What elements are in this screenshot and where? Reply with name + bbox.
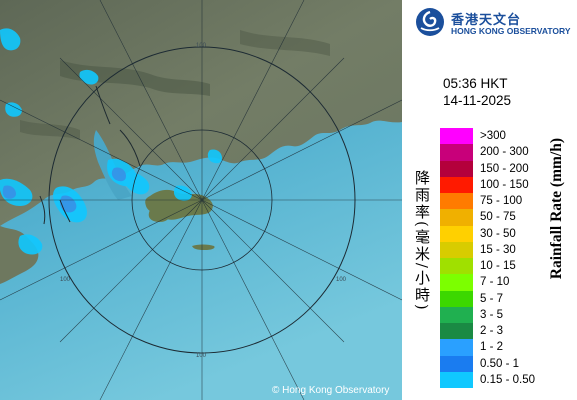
legend-row: 30 - 50 bbox=[440, 225, 516, 242]
ring-label-east: 100 bbox=[336, 277, 347, 283]
coastline bbox=[39, 85, 141, 225]
outlying-island bbox=[192, 244, 215, 250]
legend-swatch bbox=[440, 241, 473, 258]
legend-label: 15 - 30 bbox=[480, 243, 516, 256]
legend-swatch bbox=[440, 274, 473, 291]
legend-row: >300 bbox=[440, 128, 510, 145]
legend-swatch bbox=[440, 323, 473, 340]
legend-label: 150 - 200 bbox=[480, 162, 529, 175]
logo-chinese-name: 香港天文台 bbox=[451, 13, 522, 28]
legend-swatch bbox=[440, 339, 473, 356]
legend-panel: 香港天文台 HONG KONG OBSERVATORY 05:36 HKT 14… bbox=[402, 0, 577, 400]
legend-label: 7 - 10 bbox=[480, 276, 510, 289]
legend-row: 0.15 - 0.50 bbox=[440, 371, 535, 388]
legend-swatch bbox=[440, 258, 473, 275]
legend-label: 50 - 75 bbox=[480, 211, 516, 224]
terrain-shade bbox=[60, 60, 210, 96]
legend-row: 3 - 5 bbox=[440, 306, 510, 323]
legend-label: 200 - 300 bbox=[480, 146, 529, 159]
legend-label: 3 - 5 bbox=[480, 308, 504, 321]
legend-row: 5 - 7 bbox=[440, 290, 510, 307]
legend-label: 30 - 50 bbox=[480, 227, 516, 240]
ring-label-west: 100 bbox=[60, 277, 71, 283]
legend-label: >300 bbox=[480, 130, 506, 142]
legend-label: 75 - 100 bbox=[480, 195, 523, 207]
legend-row: 200 - 300 bbox=[440, 144, 529, 161]
legend-swatch bbox=[440, 355, 473, 372]
radial-lines bbox=[0, 0, 402, 400]
legend-swatch bbox=[440, 128, 473, 145]
legend-row: 10 - 15 bbox=[440, 258, 516, 275]
radar-map[interactable]: 100 100 100 100 © Hong Kong Observatory bbox=[0, 0, 402, 400]
legend-swatch bbox=[440, 290, 473, 307]
ring-label-north: 100 bbox=[196, 43, 207, 49]
hko-logo[interactable]: 香港天文台 HONG KONG OBSERVATORY bbox=[415, 6, 575, 42]
terrain-shade-2 bbox=[240, 30, 330, 56]
legend-swatch bbox=[440, 144, 473, 161]
ring-label-south: 100 bbox=[196, 353, 207, 359]
legend-label: 100 - 150 bbox=[480, 178, 529, 191]
legend-label: 0.15 - 0.50 bbox=[480, 373, 535, 386]
legend-label: 5 - 7 bbox=[480, 292, 504, 305]
legend-label: 0.50 - 1 bbox=[480, 357, 519, 370]
legend-row: 15 - 30 bbox=[440, 241, 516, 258]
legend-row: 100 - 150 bbox=[440, 176, 529, 193]
radar-map-svg: 100 100 100 100 bbox=[0, 0, 402, 400]
legend-label: 1 - 2 bbox=[480, 341, 504, 354]
legend-swatch bbox=[440, 225, 473, 242]
legend-row: 2 - 3 bbox=[440, 323, 510, 340]
rainfall-legend: >300 200 - 300 150 - 200 100 - 150 75 - 100 5… bbox=[440, 128, 535, 388]
observation-date: 14-11-2025 bbox=[443, 93, 512, 108]
legend-swatch bbox=[440, 176, 473, 193]
legend-swatch bbox=[440, 371, 473, 388]
legend-swatch bbox=[440, 160, 473, 177]
legend-swatch bbox=[440, 209, 473, 226]
logo-english-name: HONG KONG OBSERVATORY bbox=[451, 26, 571, 36]
legend-row: 75 - 100 bbox=[440, 193, 522, 210]
legend-row: 0.50 - 1 bbox=[440, 355, 519, 372]
legend-swatch bbox=[440, 193, 473, 210]
observation-time: 05:36 HKT bbox=[443, 76, 508, 91]
legend-row: 150 - 200 bbox=[440, 160, 529, 177]
legend-title-english: Rainfall Rate (mm/h) bbox=[548, 138, 565, 280]
legend-label: 2 - 3 bbox=[480, 325, 504, 337]
legend-row: 1 - 2 bbox=[440, 339, 510, 356]
legend-row: 50 - 75 bbox=[440, 209, 516, 226]
legend-swatch bbox=[440, 306, 473, 323]
mainland bbox=[0, 0, 402, 226]
copyright-text: © Hong Kong Observatory bbox=[272, 385, 390, 396]
legend-title-chinese: 降雨率(毫米/小時) bbox=[413, 170, 431, 312]
legend-row: 7 - 10 bbox=[440, 274, 510, 291]
legend-label: 10 - 15 bbox=[480, 260, 516, 272]
hko-logo-icon bbox=[416, 8, 444, 36]
terrain-shade-3 bbox=[20, 120, 80, 140]
